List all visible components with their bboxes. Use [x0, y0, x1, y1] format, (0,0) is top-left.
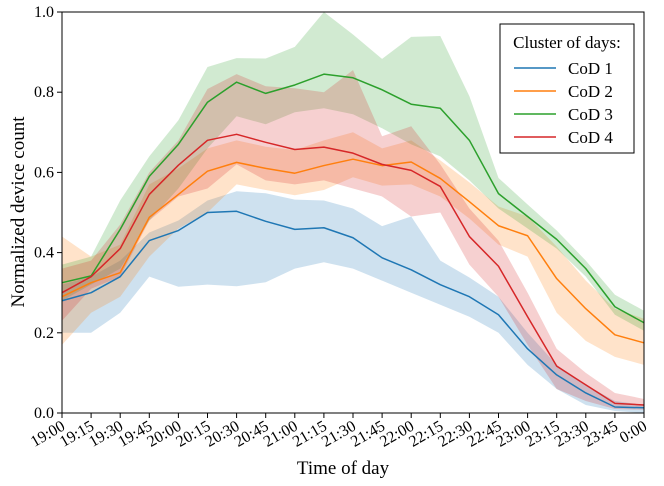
line-cod-4 [61, 133, 645, 406]
confidence-bands [62, 12, 644, 413]
line-cod-3 [61, 73, 645, 324]
legend-title: Cluster of days: [513, 33, 621, 52]
legend-label: CoD 4 [568, 128, 613, 147]
y-axis-ticks: 0.0 0.2 0.4 0.6 0.8 1.0 [34, 4, 62, 422]
band-cod-2 [62, 132, 644, 365]
line-cod-1 [61, 210, 645, 409]
y-tick-label: 0.6 [34, 164, 54, 181]
line-cod-2 [61, 158, 645, 344]
x-tick-label: 0:00 [617, 418, 650, 447]
x-tick-label: 23:45 [581, 418, 621, 451]
y-tick-label: 0.8 [34, 84, 54, 101]
legend: Cluster of days: CoD 1 CoD 2 CoD 3 CoD 4 [499, 23, 635, 154]
series-lines [61, 73, 645, 409]
band-cod-4 [62, 70, 644, 410]
x-axis-label: Time of day [297, 458, 390, 479]
band-cod-1 [62, 191, 644, 413]
band-cod-3 [62, 12, 644, 331]
y-tick-label: 1.0 [34, 4, 54, 21]
y-tick-label: 0.2 [34, 325, 54, 342]
legend-label: CoD 1 [568, 59, 613, 78]
legend-items: CoD 1 CoD 2 CoD 3 CoD 4 [514, 59, 613, 147]
legend-box [499, 23, 635, 154]
y-axis-label: Normalized device count [8, 116, 29, 308]
legend-label: CoD 2 [568, 82, 613, 101]
y-tick-label: 0.0 [34, 405, 54, 422]
y-tick-label: 0.4 [34, 245, 54, 262]
x-axis-ticks: 19:0019:1519:3019:4520:0020:1520:3020:45… [28, 413, 650, 451]
legend-label: CoD 3 [568, 105, 613, 124]
